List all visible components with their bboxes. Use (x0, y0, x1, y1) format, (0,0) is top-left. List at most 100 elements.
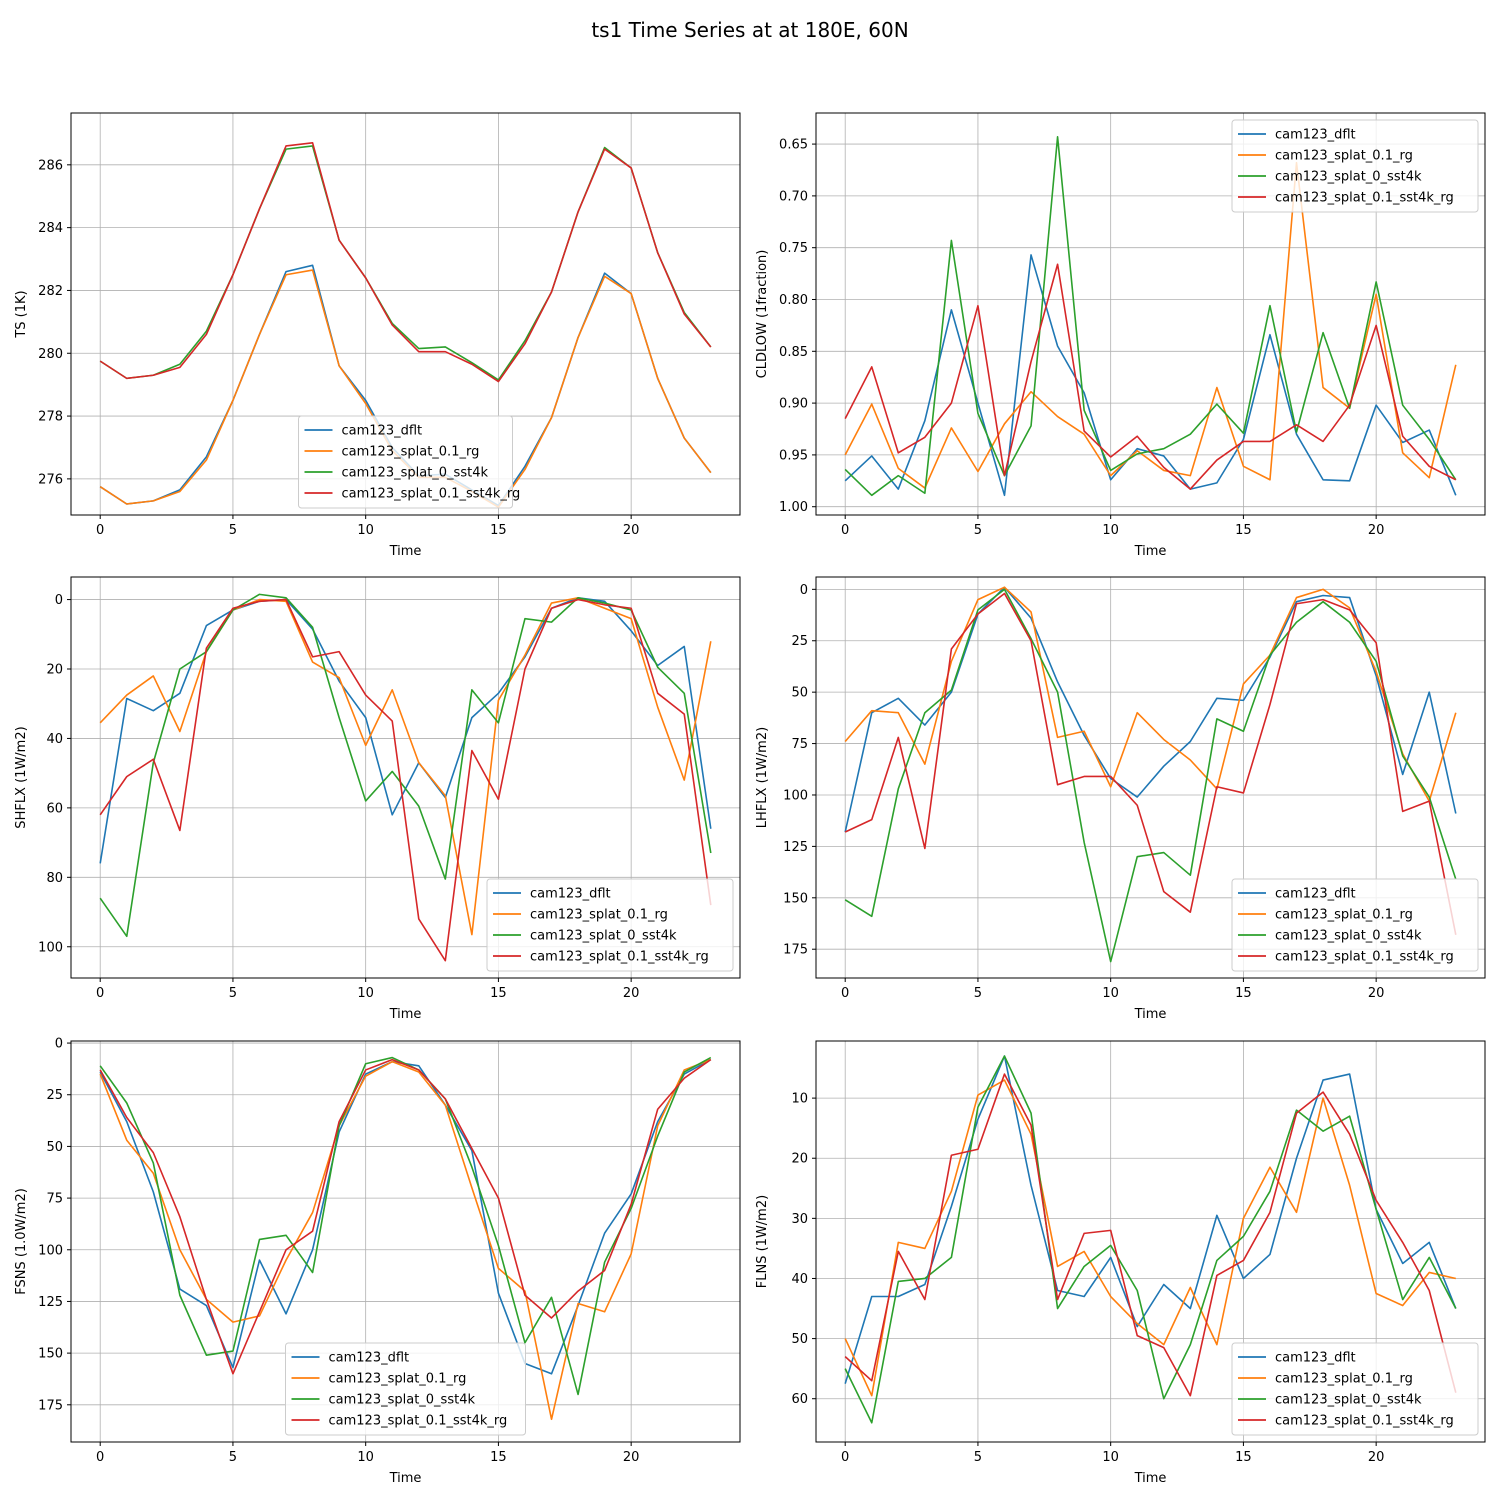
legend-label: cam123_splat_0.1_sst4k_rg (329, 1414, 508, 1429)
legend-label: cam123_splat_0.1_rg (1275, 149, 1413, 164)
legend-label: cam123_splat_0_sst4k (1275, 170, 1422, 185)
x-tick-label: 10 (357, 1450, 374, 1465)
legend-box (1231, 878, 1479, 972)
series-line-cam123_splat_0.1_rg (844, 1079, 1456, 1397)
y-tick-label: 150 (783, 891, 808, 906)
x-tick-label: 0 (96, 1450, 104, 1465)
x-axis-label: Time (389, 1471, 422, 1486)
x-tick-label: 5 (229, 1450, 237, 1465)
legend-label: cam123_splat_0.1_sst4k_rg (530, 950, 709, 965)
y-tick-label: 50 (791, 1332, 808, 1347)
y-tick-label: 75 (46, 1192, 63, 1207)
legend-label: cam123_splat_0_sst4k (530, 929, 677, 944)
y-tick-label: 286 (38, 158, 63, 173)
x-axis-label: Time (389, 1007, 422, 1022)
panel-shflx: 0 5 10 15 20 0 20 40 60 80 100 Time SHFLX (1W/m2) cam… (14, 576, 741, 1022)
y-tick-label: 60 (46, 801, 63, 816)
series-line-cam123_splat_0_sst4k (844, 588, 1457, 963)
x-tick-label: 15 (490, 986, 507, 1001)
y-tick-label: 125 (38, 1295, 63, 1310)
y-tick-label: 150 (38, 1347, 63, 1362)
y-tick-label: 100 (783, 788, 808, 803)
legend-box (486, 878, 734, 972)
legend-label: cam123_splat_0.1_rg (342, 445, 480, 460)
legend-label: cam123_dflt (1275, 1351, 1356, 1366)
legend: cam123_dflt cam123_splat_0.1_rg cam123_spl… (1231, 878, 1479, 972)
x-tick-label: 10 (357, 523, 374, 538)
legend-label: cam123_dflt (1275, 128, 1356, 143)
y-tick-label: 0.85 (779, 345, 808, 360)
y-tick-label: 276 (38, 472, 63, 487)
x-tick-label: 5 (974, 1450, 982, 1465)
series-line-cam123_splat_0_sst4k (844, 1055, 1457, 1424)
x-tick-label: 20 (623, 523, 640, 538)
y-axis-label: FSNS (1.0W/m2) (14, 1188, 29, 1295)
legend-label: cam123_splat_0_sst4k (342, 466, 489, 481)
legend-label: cam123_splat_0.1_rg (1275, 1372, 1413, 1387)
legend-box (1231, 119, 1479, 213)
series-line-cam123_splat_0.1_sst4k_rg (99, 1058, 712, 1375)
y-tick-label: 0.70 (779, 189, 808, 204)
legend-label: cam123_splat_0.1_rg (329, 1372, 467, 1387)
y-tick-label: 100 (38, 1243, 63, 1258)
series-line-cam123_splat_0_sst4k (99, 145, 712, 381)
x-tick-label: 20 (1368, 986, 1385, 1001)
legend-label: cam123_splat_0.1_rg (530, 908, 668, 923)
series-line-cam123_splat_0.1_sst4k_rg (844, 592, 1457, 935)
legend-label: cam123_splat_0_sst4k (1275, 929, 1422, 944)
y-tick-label: 30 (791, 1212, 808, 1227)
legend-box (298, 415, 513, 509)
y-tick-label: 175 (783, 943, 808, 958)
y-tick-label: 50 (46, 1140, 63, 1155)
y-tick-label: 40 (791, 1272, 808, 1287)
series-line-cam123_splat_0_sst4k (99, 593, 712, 938)
series-line-cam123_splat_0.1_sst4k_rg (844, 1073, 1457, 1397)
y-tick-label: 0 (55, 593, 63, 608)
x-tick-label: 15 (490, 1450, 507, 1465)
y-axis-label: CLDLOW (1fraction) (755, 250, 770, 379)
legend: cam123_dflt cam123_splat_0.1_rg cam123_spl… (486, 878, 734, 972)
panel-ts: 0 5 10 15 20 276 278 280 282 284 286 Time TS (1K) cam… (14, 112, 741, 559)
x-axis-label: Time (1134, 544, 1167, 559)
y-tick-label: 282 (38, 284, 63, 299)
y-tick-label: 60 (791, 1392, 808, 1407)
y-tick-label: 25 (46, 1088, 63, 1103)
y-tick-label: 20 (46, 663, 63, 678)
x-tick-label: 0 (841, 523, 849, 538)
series-line-cam123_splat_0.1_sst4k_rg (844, 263, 1457, 490)
legend-label: cam123_splat_0.1_rg (1275, 908, 1413, 923)
x-tick-label: 5 (974, 986, 982, 1001)
x-tick-label: 10 (357, 986, 374, 1001)
x-tick-label: 15 (1235, 986, 1252, 1001)
y-tick-label: 25 (791, 634, 808, 649)
panel-fsns: 0 5 10 15 20 0 25 50 75 100 125 150 175 Time FSNS (1.0… (14, 1037, 741, 1486)
x-tick-label: 20 (1368, 523, 1385, 538)
x-tick-label: 15 (1235, 1450, 1252, 1465)
series-line-cam123_splat_0_sst4k (99, 1056, 712, 1396)
y-tick-label: 284 (38, 221, 63, 236)
series-line-cam123_dflt (844, 586, 1457, 833)
figure-title: ts1 Time Series at at 180E, 60N (591, 18, 908, 42)
legend-box (1231, 1342, 1479, 1436)
series-line-cam123_splat_0.1_rg (99, 1058, 712, 1421)
x-tick-label: 20 (623, 1450, 640, 1465)
x-tick-label: 10 (1102, 523, 1119, 538)
y-axis-label: TS (1K) (14, 290, 29, 338)
plot-frame (815, 576, 1486, 979)
legend-label: cam123_splat_0.1_sst4k_rg (342, 487, 521, 502)
x-tick-label: 5 (229, 523, 237, 538)
x-tick-label: 15 (1235, 523, 1252, 538)
y-tick-label: 20 (791, 1152, 808, 1167)
y-tick-label: 75 (791, 737, 808, 752)
legend: cam123_dflt cam123_splat_0.1_rg cam123_spl… (298, 415, 521, 509)
plot-frame (815, 1040, 1486, 1443)
y-axis-label: SHFLX (1W/m2) (14, 726, 29, 828)
series-line-cam123_splat_0.1_sst4k_rg (99, 142, 712, 383)
y-tick-label: 175 (38, 1398, 63, 1413)
x-tick-label: 15 (490, 523, 507, 538)
y-tick-label: 0 (55, 1037, 63, 1052)
x-tick-label: 20 (1368, 1450, 1385, 1465)
plot-frame (70, 1040, 741, 1443)
y-tick-label: 10 (791, 1092, 808, 1107)
